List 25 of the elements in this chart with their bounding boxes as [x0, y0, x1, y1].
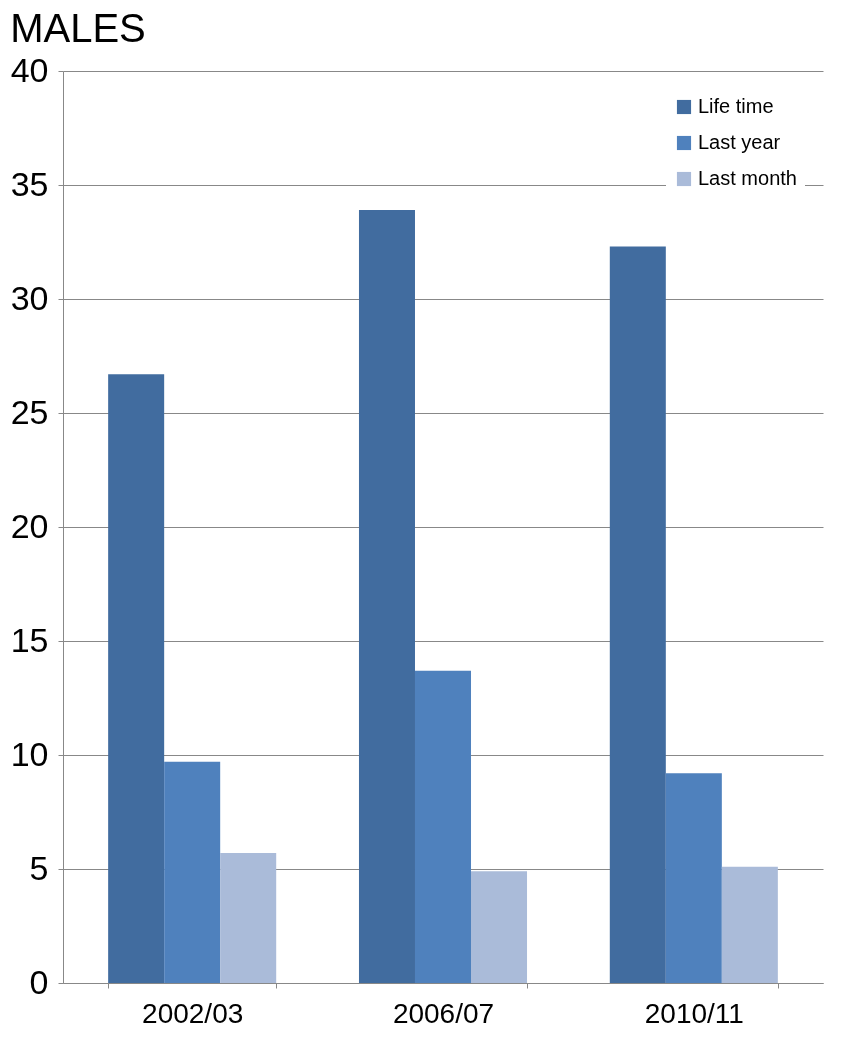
y-tick-label: 25 — [10, 392, 49, 431]
bar — [721, 866, 778, 983]
bar — [220, 853, 277, 983]
x-tick-label: 2002/03 — [142, 997, 244, 1029]
bar — [471, 871, 528, 983]
y-tick-label: 0 — [29, 962, 49, 1001]
y-tick-label: 20 — [10, 506, 49, 545]
legend-label: Last year — [698, 131, 781, 153]
bar — [609, 246, 666, 983]
y-tick-label: 35 — [10, 164, 49, 203]
y-tick-label: 15 — [10, 620, 49, 659]
x-tick-label: 2006/07 — [392, 997, 495, 1029]
bar — [164, 761, 221, 983]
x-tick-label: 2010/11 — [644, 997, 744, 1029]
y-tick-label: 40 — [10, 50, 49, 89]
legend-label: Last month — [698, 167, 797, 189]
bar — [358, 210, 415, 983]
y-tick-label: 30 — [10, 278, 49, 317]
y-tick-label: 10 — [10, 734, 49, 773]
legend-label: Life time — [698, 95, 774, 117]
bar — [108, 374, 165, 983]
y-tick-label: 5 — [29, 848, 49, 887]
chart-title: MALES — [10, 6, 146, 50]
bar — [414, 670, 472, 983]
bar — [665, 773, 722, 983]
